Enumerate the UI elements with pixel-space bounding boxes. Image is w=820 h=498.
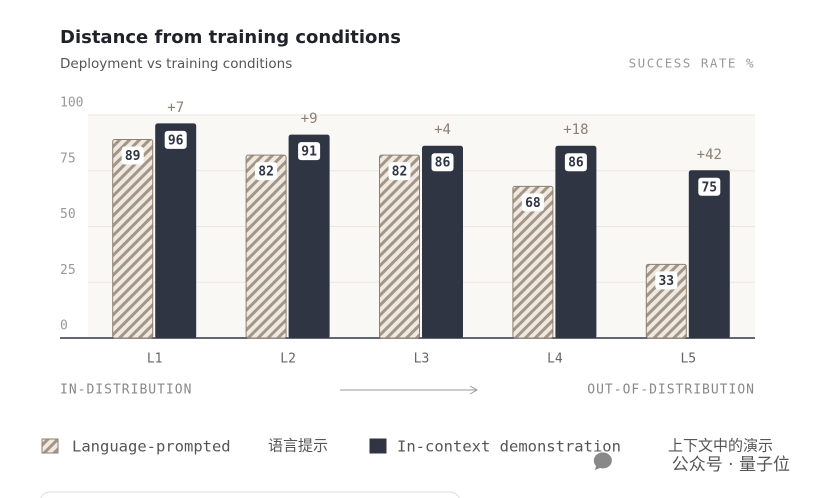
bar bbox=[245, 154, 287, 339]
value-label-box bbox=[431, 153, 454, 172]
x-tick-label: L2 bbox=[280, 352, 296, 367]
value-label-box bbox=[521, 193, 544, 212]
value-label: 86 bbox=[568, 156, 584, 171]
legend-swatch bbox=[41, 438, 59, 454]
legend-swatch bbox=[369, 438, 387, 454]
bar bbox=[555, 145, 597, 339]
value-label: 75 bbox=[701, 180, 717, 195]
value-label: 82 bbox=[392, 165, 408, 180]
bar bbox=[288, 134, 330, 339]
legend-label: In-context demonstration bbox=[397, 438, 621, 456]
value-label: 91 bbox=[301, 145, 317, 160]
legend-translation: 上下文中的演示 bbox=[668, 437, 773, 455]
bottom-box bbox=[40, 491, 460, 498]
difference-label: +18 bbox=[563, 122, 588, 138]
chart-title: Distance from training conditions bbox=[60, 27, 401, 48]
bar bbox=[379, 154, 420, 339]
bar bbox=[155, 123, 197, 339]
value-label-box bbox=[564, 153, 587, 172]
difference-label: +4 bbox=[434, 122, 451, 138]
y-axis-label: SUCCESS RATE % bbox=[629, 56, 755, 71]
y-tick-label: 25 bbox=[60, 263, 76, 278]
bar bbox=[422, 145, 463, 339]
watermark-icon bbox=[593, 452, 612, 470]
legend-translation: 语言提示 bbox=[268, 437, 328, 455]
value-label: 68 bbox=[525, 196, 541, 211]
bar bbox=[512, 185, 554, 339]
y-tick-label: 0 bbox=[60, 319, 68, 334]
value-label-box bbox=[655, 271, 678, 290]
y-tick-label: 75 bbox=[60, 151, 76, 166]
bar bbox=[112, 139, 154, 339]
difference-label: +9 bbox=[301, 111, 318, 127]
x-tick-label: L5 bbox=[680, 352, 696, 367]
y-tick-label: 50 bbox=[60, 207, 76, 222]
value-label-box bbox=[255, 162, 278, 181]
value-label-box bbox=[164, 130, 187, 149]
value-label-box bbox=[121, 146, 144, 165]
in-distribution-label: IN-DISTRIBUTION bbox=[60, 383, 192, 398]
value-label: 33 bbox=[658, 274, 674, 289]
value-label-box bbox=[298, 142, 321, 161]
value-label: 82 bbox=[258, 165, 274, 180]
chart-subtitle: Deployment vs training conditions bbox=[60, 56, 292, 72]
value-label-box bbox=[388, 162, 411, 181]
difference-label: +7 bbox=[167, 100, 184, 116]
value-label: 89 bbox=[125, 149, 141, 164]
x-tick-label: L1 bbox=[147, 352, 163, 367]
legend-label: Language-prompted bbox=[72, 438, 231, 456]
value-label-box bbox=[698, 177, 721, 196]
y-tick-label: 100 bbox=[60, 96, 83, 111]
value-label: 86 bbox=[435, 156, 451, 171]
watermark: 公众号 · 量子位 bbox=[672, 455, 790, 475]
difference-label: +42 bbox=[697, 147, 722, 163]
bar bbox=[688, 170, 730, 339]
arrow-head bbox=[469, 385, 479, 395]
x-tick-label: L3 bbox=[414, 352, 430, 367]
value-label: 96 bbox=[168, 133, 184, 148]
out-distribution-label: OUT-OF-DISTRIBUTION bbox=[587, 383, 755, 398]
x-tick-label: L4 bbox=[547, 352, 563, 367]
